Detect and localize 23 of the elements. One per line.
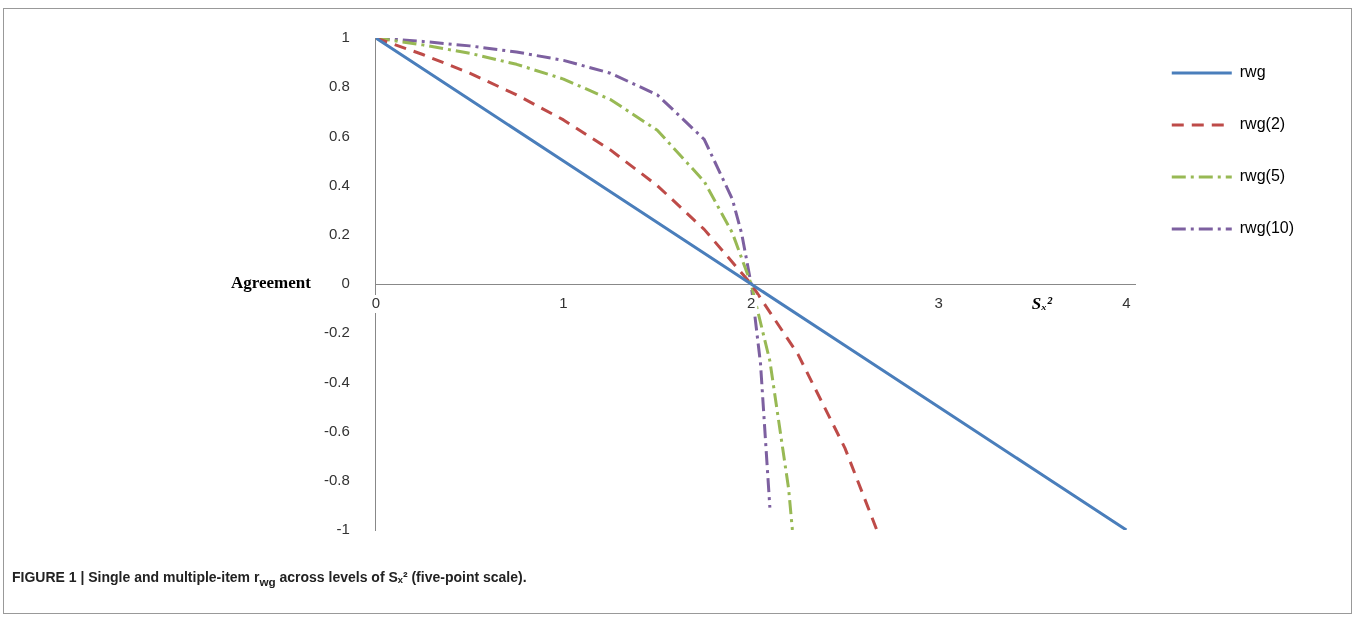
caption: FIGURE 1 | Single and multiple-item r$_{wg}$ across levels of Sₓ² (five-point scale).	[12, 569, 527, 588]
y-tick-label: 0.2	[328, 224, 350, 242]
x-tick-label: 4	[1122, 293, 1131, 311]
y-tick-label: 0.6	[328, 126, 350, 144]
y-tick-label: 1	[341, 28, 350, 46]
y-tick-label: -0.4	[323, 372, 350, 390]
x-tick-label: 0	[371, 293, 381, 311]
y-tick-label: -0.2	[323, 323, 350, 341]
legend-label: rwg	[1239, 63, 1266, 81]
y-tick-label: -0.8	[323, 470, 350, 488]
y-tick-label: 0.8	[328, 77, 350, 95]
x-axis-title: Sₓ²	[1031, 293, 1054, 313]
legend-label: rwg(2)	[1239, 115, 1286, 133]
legend-label: rwg(10)	[1239, 219, 1294, 237]
y-tick-label: -1	[336, 520, 350, 538]
x-tick-label: 2	[746, 293, 756, 311]
y-tick-label: 0	[341, 274, 350, 292]
legend-label: rwg(5)	[1239, 167, 1286, 185]
x-tick-label: 3	[934, 293, 943, 311]
y-axis-title: Agreement	[230, 273, 312, 293]
y-tick-label: 0.4	[328, 175, 350, 193]
x-tick-label: 1	[559, 293, 568, 311]
y-tick-label: -0.6	[323, 421, 350, 439]
